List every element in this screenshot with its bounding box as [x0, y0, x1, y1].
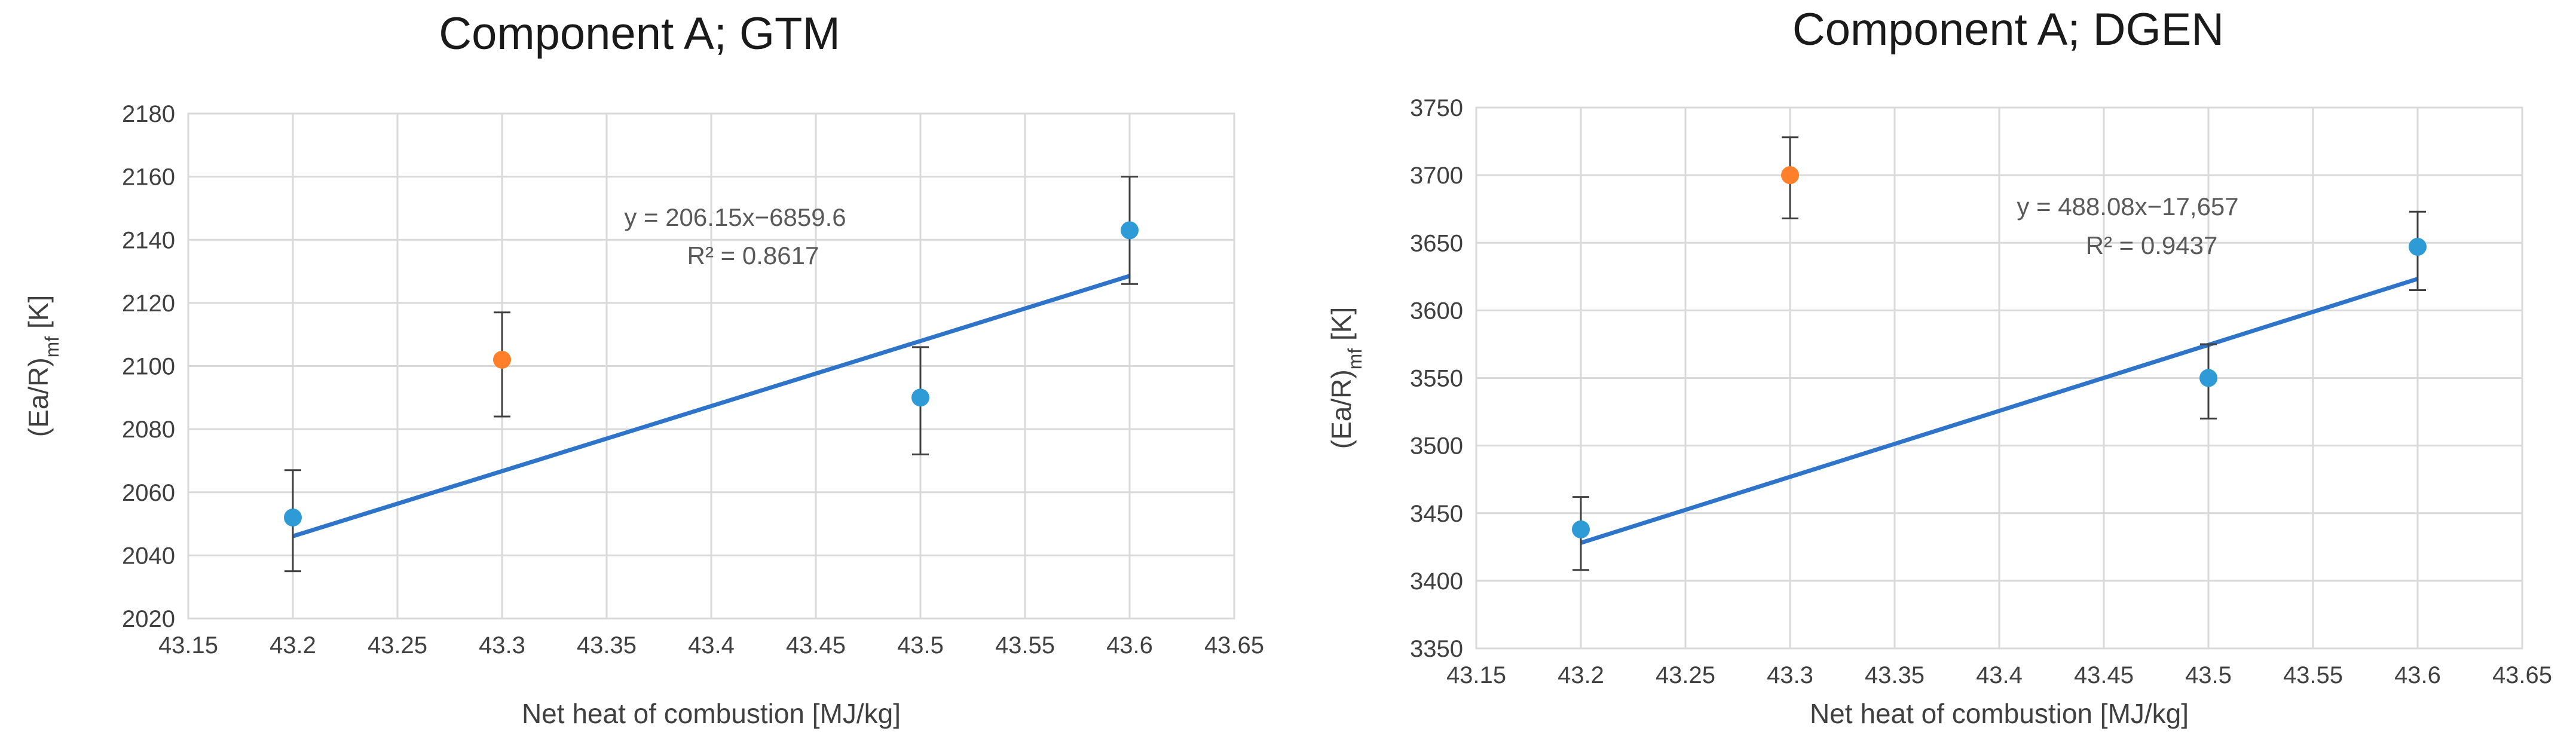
- x-axis-label: Net heat of combustion [MJ/kg]: [522, 698, 901, 729]
- y-tick-label: 3450: [1410, 501, 1463, 527]
- x-tick-label: 43.65: [1204, 632, 1264, 659]
- x-tick-label: 43.15: [1446, 662, 1506, 688]
- y-tick-labels: 3350 3400 3450 3500 3550 3600 3650 3700 3750: [1410, 95, 1463, 662]
- x-tick-label: 43.35: [1865, 662, 1925, 688]
- y-axis-label: (Ea/R)mf [K]: [23, 295, 63, 437]
- x-tick-labels: 43.15 43.2 43.25 43.3 43.35 43.4 43.45 43.5 43.5…: [1446, 662, 2552, 688]
- y-tick-label: 2180: [122, 101, 175, 127]
- x-tick-label: 43.3: [1767, 662, 1813, 688]
- plot-area: [1475, 106, 2523, 650]
- y-tick-label: 2120: [122, 290, 175, 317]
- data-point: [911, 388, 929, 407]
- y-tick-label: 3750: [1410, 95, 1463, 121]
- x-tick-label: 43.45: [2074, 662, 2134, 688]
- y-tick-label: 2140: [122, 227, 175, 253]
- x-tick-label: 43.4: [688, 632, 735, 659]
- y-axis-label-main: (Ea/R): [1326, 369, 1357, 449]
- x-tick-label: 43.65: [2492, 662, 2552, 688]
- data-point: [2199, 369, 2217, 387]
- y-tick-label: 3650: [1410, 230, 1463, 256]
- x-tick-label: 43.5: [2185, 662, 2232, 688]
- y-tick-label: 2100: [122, 354, 175, 380]
- x-tick-label: 43.6: [2394, 662, 2441, 688]
- r-squared-label: R² = 0.8617: [687, 241, 819, 270]
- trendline: [292, 274, 1131, 538]
- chart-2: Component A; DGEN 43.15 43.2 43.25 43.3 43.35…: [1326, 4, 2552, 729]
- gridlines: [187, 112, 1235, 620]
- y-tick-label: 2160: [122, 164, 175, 191]
- x-tick-label: 43.3: [479, 632, 525, 659]
- y-tick-label: 3350: [1410, 636, 1463, 662]
- x-axis-label: Net heat of combustion [MJ/kg]: [1810, 698, 2189, 729]
- y-tick-label: 2020: [122, 606, 175, 632]
- y-axis-label-subscript: mf: [1344, 348, 1366, 370]
- x-tick-label: 43.25: [368, 632, 427, 659]
- y-tick-label: 3550: [1410, 366, 1463, 392]
- x-tick-label: 43.25: [1656, 662, 1715, 688]
- data-point: [2409, 238, 2427, 256]
- x-tick-label: 43.2: [1558, 662, 1604, 688]
- y-axis-label-main: (Ea/R): [23, 357, 54, 437]
- y-tick-label: 2080: [122, 417, 175, 443]
- x-tick-labels: 43.15 43.2 43.25 43.3 43.35 43.4 43.45 43.5 43.5…: [158, 632, 1264, 659]
- x-tick-label: 43.55: [995, 632, 1055, 659]
- x-tick-label: 43.6: [1106, 632, 1153, 659]
- y-tick-label: 2060: [122, 480, 175, 506]
- data-points: [284, 176, 1139, 573]
- y-tick-label: 3600: [1410, 298, 1463, 324]
- data-point: [493, 350, 511, 369]
- y-tick-label: 3700: [1410, 163, 1463, 189]
- data-point: [1121, 221, 1139, 240]
- chart-title: Component A; DGEN: [1792, 4, 2224, 55]
- y-axis-label-unit: [K]: [23, 295, 54, 336]
- y-tick-label: 3400: [1410, 568, 1463, 595]
- trendline: [1580, 277, 2419, 545]
- x-tick-label: 43.35: [577, 632, 637, 659]
- data-point: [1781, 166, 1799, 185]
- x-tick-label: 43.15: [158, 632, 218, 659]
- x-tick-label: 43.5: [897, 632, 944, 659]
- data-point: [284, 509, 302, 526]
- x-tick-label: 43.55: [2283, 662, 2343, 688]
- x-tick-label: 43.4: [1976, 662, 2023, 688]
- plot-area: [187, 112, 1235, 620]
- y-axis-label-subscript: mf: [41, 336, 63, 358]
- trendline-equation: y = 488.08x−17,657: [2017, 192, 2238, 221]
- y-axis-label-unit: [K]: [1326, 307, 1357, 348]
- y-tick-label: 3500: [1410, 433, 1463, 460]
- data-points: [1572, 136, 2427, 571]
- y-tick-labels: 2020 2040 2060 2080 2100 2120 2140 2160 2180: [122, 101, 175, 632]
- data-point: [1572, 520, 1590, 538]
- y-tick-label: 2040: [122, 543, 175, 569]
- gridlines: [1475, 106, 2523, 650]
- x-tick-label: 43.45: [786, 632, 846, 659]
- r-squared-label: R² = 0.9437: [2086, 231, 2218, 259]
- y-axis-label: (Ea/R)mf [K]: [1326, 307, 1366, 449]
- trendline-equation: y = 206.15x−6859.6: [624, 203, 846, 231]
- chart-title: Component A; GTM: [439, 8, 840, 59]
- x-tick-label: 43.2: [270, 632, 316, 659]
